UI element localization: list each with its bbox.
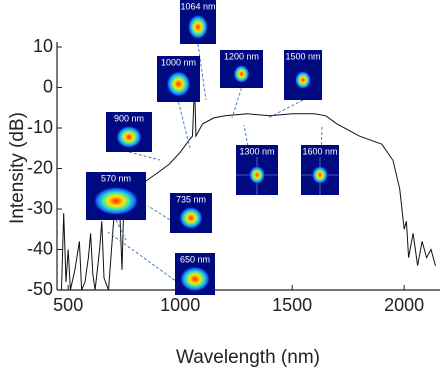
inset-label: 1000 nm	[161, 57, 196, 67]
x-tick-label: 1000	[160, 295, 200, 315]
inset-label: 900 nm	[114, 113, 144, 123]
inset-arrow	[178, 101, 191, 149]
inset: 735 nm	[147, 193, 212, 234]
y-tick-label: -20	[27, 157, 53, 177]
inset-spot	[179, 206, 203, 230]
inset-spot	[187, 14, 209, 40]
inset-spot	[166, 71, 191, 97]
inset: 1600 nm	[301, 124, 339, 196]
x-tick-label: 1500	[272, 295, 312, 315]
x-tick-label: 500	[53, 295, 83, 315]
inset: 900 nm	[106, 112, 161, 161]
inset-spot	[249, 166, 265, 184]
y-tick-label: -30	[27, 198, 53, 218]
inset-spot	[116, 125, 142, 149]
inset-spot	[93, 186, 139, 216]
inset-arrow	[115, 219, 127, 241]
x-axis-label: Wavelength (nm)	[176, 347, 320, 368]
inset-arrow	[231, 87, 242, 119]
inset-arrow	[267, 99, 304, 119]
inset-spot	[312, 166, 328, 184]
inset-label: 1200 nm	[224, 51, 259, 61]
x-tick-label: 2000	[384, 295, 424, 315]
y-tick-label: 10	[33, 36, 53, 56]
y-tick-label: 0	[43, 76, 53, 96]
inset-label: 570 nm	[101, 173, 131, 183]
inset-spot	[179, 266, 211, 292]
inset: 1500 nm	[267, 50, 322, 119]
inset-label: 650 nm	[180, 254, 210, 264]
inset-label: 1500 nm	[285, 51, 320, 61]
inset-spot	[295, 71, 311, 89]
y-tick-label: -40	[27, 238, 53, 258]
y-axis-label: Intensity (dB)	[7, 112, 28, 224]
spectrum-line	[61, 83, 436, 291]
y-tick-label: -50	[27, 279, 53, 299]
inset: 570 nm	[86, 172, 146, 241]
inset-arrow	[147, 205, 192, 234]
inset-label: 735 nm	[176, 194, 206, 204]
inset-arrow	[197, 43, 207, 101]
inset-spot	[233, 65, 250, 83]
inset: 1000 nm	[157, 56, 200, 149]
inset: 1064 nm	[180, 0, 216, 101]
inset-arrow	[128, 151, 161, 161]
inset: 1300 nm	[236, 124, 278, 196]
inset: 1200 nm	[220, 50, 263, 119]
inset-label: 1600 nm	[302, 146, 337, 156]
inset-label: 1064 nm	[180, 1, 215, 11]
y-tick-label: -10	[27, 117, 53, 137]
inset: 650 nm	[107, 231, 215, 296]
inset-label: 1300 nm	[239, 146, 274, 156]
